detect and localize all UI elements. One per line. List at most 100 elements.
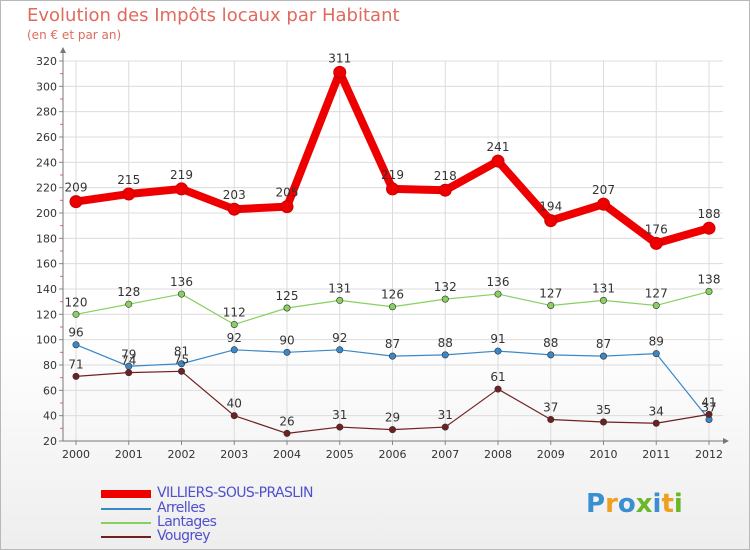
x-tick-label: 2004 [273, 448, 301, 461]
data-label: 88 [438, 336, 453, 350]
data-point [599, 296, 607, 304]
data-label: 81 [174, 345, 189, 359]
x-tick-label: 2012 [695, 448, 723, 461]
data-label: 194 [539, 200, 562, 214]
data-point [599, 352, 607, 360]
legend-item: Lantages [101, 514, 441, 530]
data-point [438, 183, 452, 197]
logo-letter: i [652, 489, 662, 519]
data-point [69, 195, 83, 209]
data-label: 31 [332, 408, 347, 422]
data-label: 188 [698, 207, 721, 221]
x-tick-label: 2002 [168, 448, 196, 461]
logo-letter: r [605, 489, 618, 519]
data-label: 127 [539, 286, 562, 300]
data-point [333, 65, 347, 79]
data-point [597, 197, 610, 211]
legend-swatch [101, 536, 151, 538]
data-point [705, 288, 713, 296]
data-point [388, 426, 396, 434]
logo-letter: i [673, 489, 683, 519]
y-tick-label: 140 [36, 283, 57, 296]
data-label: 203 [223, 188, 246, 202]
y-tick-label: 240 [36, 156, 57, 169]
data-point [125, 300, 133, 308]
data-label: 35 [596, 403, 611, 417]
data-label: 219 [170, 168, 193, 182]
data-label: 89 [649, 335, 664, 349]
x-tick-label: 2010 [590, 448, 618, 461]
data-point [494, 347, 502, 355]
y-axis-arrow [60, 47, 66, 53]
data-label: 75 [174, 352, 189, 366]
logo-letter: x [635, 489, 653, 519]
legend-item: Arrelles [101, 500, 441, 516]
data-point [494, 385, 502, 393]
data-label: 87 [385, 337, 400, 351]
data-point [283, 304, 291, 312]
data-label: 138 [698, 273, 721, 287]
data-label: 29 [385, 411, 400, 425]
data-point [178, 290, 186, 298]
data-point [547, 301, 555, 309]
data-point [386, 182, 399, 196]
data-label: 207 [592, 183, 615, 197]
data-label: 71 [68, 357, 83, 371]
data-point [283, 429, 291, 437]
data-label: 31 [438, 408, 453, 422]
data-point [72, 310, 80, 318]
data-point [283, 348, 291, 356]
data-label: 112 [223, 305, 246, 319]
x-tick-label: 2003 [220, 448, 248, 461]
data-label: 219 [381, 168, 404, 182]
data-label: 91 [490, 332, 505, 346]
logo-letter: t [661, 489, 674, 519]
data-point [227, 202, 241, 216]
chart-subtitle: (en € et par an) [27, 28, 122, 42]
data-point [652, 350, 660, 358]
data-label: 209 [65, 181, 88, 195]
x-tick-label: 2005 [326, 448, 354, 461]
data-point [441, 351, 449, 359]
data-label: 215 [117, 173, 140, 187]
data-point [388, 352, 396, 360]
data-label: 96 [68, 326, 83, 340]
data-label: 311 [328, 51, 351, 65]
data-label: 26 [279, 414, 294, 428]
proxiti-logo: Proxiti [586, 489, 683, 519]
data-point [649, 236, 663, 250]
data-point [388, 303, 396, 311]
data-point [125, 369, 133, 377]
x-tick-label: 2011 [642, 448, 670, 461]
legend-swatch [101, 490, 151, 498]
y-tick-label: 40 [43, 410, 57, 423]
data-label: 176 [645, 222, 668, 236]
data-label: 40 [227, 397, 242, 411]
data-label: 61 [490, 370, 505, 384]
data-point [441, 423, 449, 431]
legend-item: VILLIERS-SOUS-PRASLIN [101, 485, 441, 501]
y-tick-label: 260 [36, 131, 57, 144]
data-label: 126 [381, 288, 404, 302]
logo-letter: o [617, 489, 636, 519]
y-tick-label: 220 [36, 182, 57, 195]
legend-swatch [101, 508, 151, 510]
x-tick-label: 2007 [431, 448, 459, 461]
data-point [599, 418, 607, 426]
data-label: 128 [117, 285, 140, 299]
data-label: 37 [701, 400, 716, 414]
data-label: 125 [276, 289, 299, 303]
data-point [72, 341, 80, 349]
data-label: 92 [332, 331, 347, 345]
data-point [230, 320, 238, 328]
data-label: 74 [121, 354, 136, 368]
data-label: 241 [487, 140, 510, 154]
legend-item: Vougrey [101, 528, 441, 544]
x-axis-arrow [723, 438, 729, 444]
y-tick-label: 100 [36, 334, 57, 347]
y-tick-label: 160 [36, 258, 57, 271]
y-tick-label: 20 [43, 435, 57, 448]
data-label: 92 [227, 331, 242, 345]
legend-swatch [101, 522, 151, 524]
